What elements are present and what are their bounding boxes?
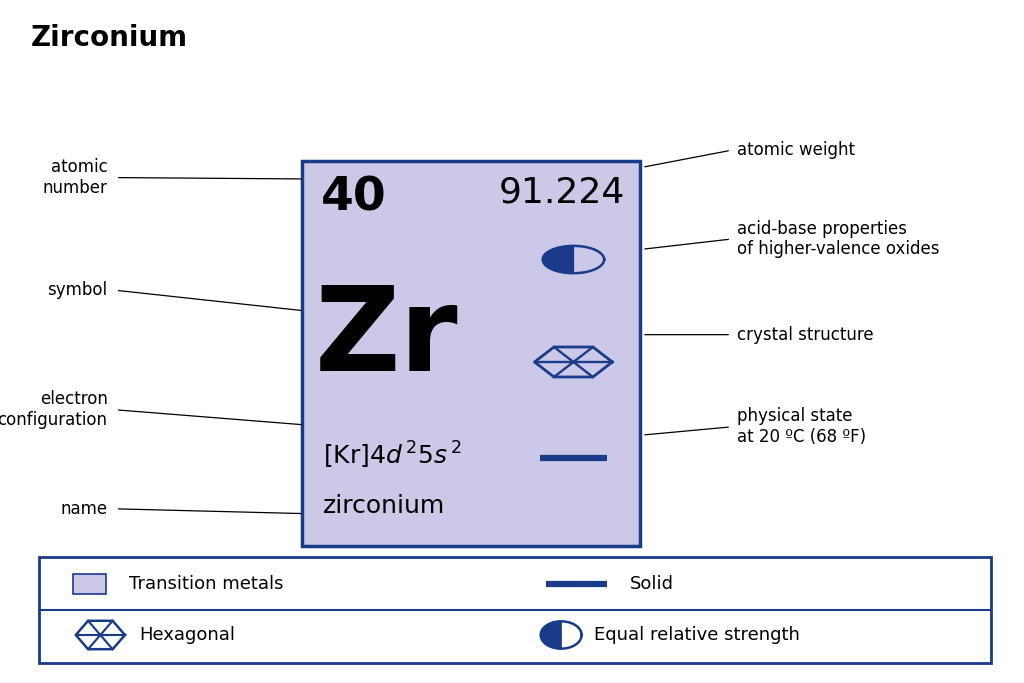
- Text: Equal relative strength: Equal relative strength: [594, 626, 800, 644]
- Polygon shape: [543, 246, 573, 273]
- Text: Zr: Zr: [314, 281, 458, 395]
- Text: Hexagonal: Hexagonal: [139, 626, 236, 644]
- Text: name: name: [60, 500, 108, 518]
- Text: 40: 40: [321, 176, 386, 221]
- Text: $\mathrm{[Kr]4}d^{\,2}\mathrm{5}s^{\,2}$: $\mathrm{[Kr]4}d^{\,2}\mathrm{5}s^{\,2}$: [323, 441, 462, 471]
- Text: acid-base properties
of higher-valence oxides: acid-base properties of higher-valence o…: [737, 220, 940, 258]
- Bar: [73, 574, 106, 594]
- Text: physical state
at 20 ºC (68 ºF): physical state at 20 ºC (68 ºF): [737, 408, 866, 446]
- Text: crystal structure: crystal structure: [737, 326, 873, 344]
- Bar: [39, 557, 991, 663]
- Text: zirconium: zirconium: [323, 494, 444, 518]
- Text: Zirconium: Zirconium: [31, 24, 187, 52]
- Text: Transition metals: Transition metals: [129, 575, 284, 593]
- Text: 91.224: 91.224: [499, 176, 625, 210]
- Bar: [302, 161, 640, 546]
- Text: Solid: Solid: [630, 575, 674, 593]
- Text: atomic
number: atomic number: [43, 158, 108, 197]
- Text: electron
configuration: electron configuration: [0, 391, 108, 429]
- Polygon shape: [541, 622, 561, 649]
- Text: symbol: symbol: [47, 281, 108, 299]
- Text: atomic weight: atomic weight: [737, 141, 855, 159]
